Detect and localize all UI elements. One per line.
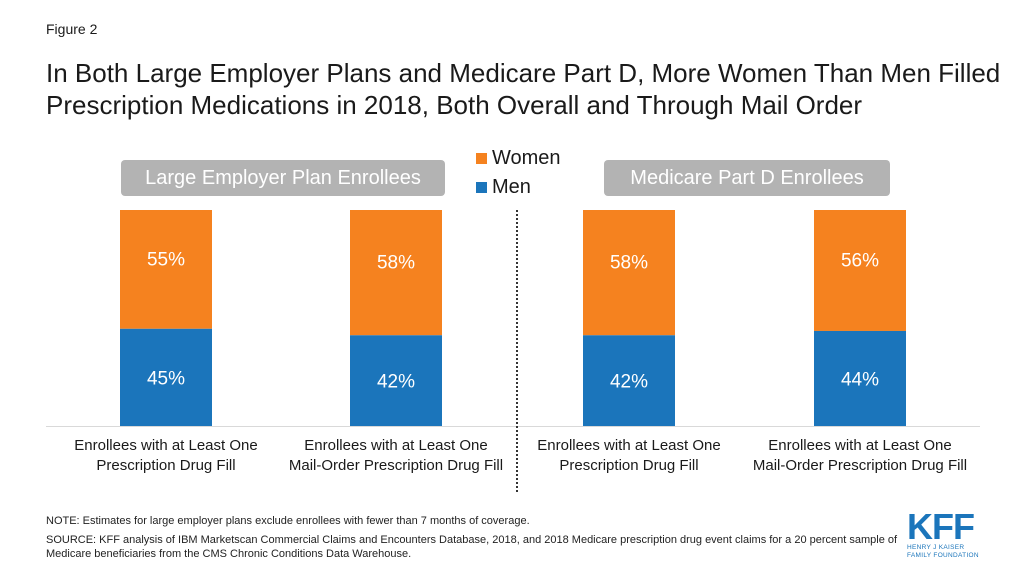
bar-men-1 xyxy=(120,328,212,426)
legend-swatch-women xyxy=(476,153,487,164)
data-label-men-2: 42% xyxy=(377,372,415,393)
figure-label: Figure 2 xyxy=(46,21,98,37)
category-label-3: Enrollees with at Least One Prescription… xyxy=(537,437,721,474)
group-label-medicare: Medicare Part D Enrollees xyxy=(604,160,890,196)
legend-label-women: Women xyxy=(492,147,561,169)
bar-women-2 xyxy=(350,210,442,336)
legend-label-men: Men xyxy=(492,176,531,198)
bar-men-3 xyxy=(583,335,675,426)
data-label-women-2: 58% xyxy=(377,253,415,274)
logo-subtitle-2: FAMILY FOUNDATION xyxy=(907,552,979,559)
category-label-4: Enrollees with at Least One Mail-Order P… xyxy=(752,437,968,474)
source-text: SOURCE: KFF analysis of IBM Marketscan C… xyxy=(46,534,898,560)
bar-women-3 xyxy=(583,210,675,336)
category-label-2: Enrollees with at Least One Mail-Order P… xyxy=(288,437,504,474)
chart-title: In Both Large Employer Plans and Medicar… xyxy=(46,58,1001,120)
note-text: NOTE: Estimates for large employer plans… xyxy=(46,515,530,527)
bar-men-2 xyxy=(350,335,442,426)
bar-women-4 xyxy=(814,210,906,331)
group-label-large-employer: Large Employer Plan Enrollees xyxy=(121,160,445,196)
legend-item-men: Men xyxy=(476,173,561,202)
legend-item-women: Women xyxy=(476,144,561,173)
bar-women-1 xyxy=(120,210,212,329)
data-label-men-3: 42% xyxy=(610,372,648,393)
data-label-women-3: 58% xyxy=(610,253,648,274)
logo-mark: KFF xyxy=(907,506,975,547)
bar-men-4 xyxy=(814,330,906,426)
category-label-1: Enrollees with at Least One Prescription… xyxy=(74,437,258,474)
logo-subtitle-1: HENRY J KAISER xyxy=(907,544,965,551)
kff-logo: KFF HENRY J KAISER FAMILY FOUNDATION xyxy=(907,506,997,560)
data-label-men-1: 45% xyxy=(147,368,185,389)
data-label-women-4: 56% xyxy=(841,250,879,271)
legend-swatch-men xyxy=(476,182,487,193)
x-axis-line xyxy=(46,426,980,427)
data-label-women-1: 55% xyxy=(147,249,185,270)
footnote: NOTE: Estimates for large employer plans… xyxy=(46,514,906,566)
legend: Women Men xyxy=(476,144,561,202)
data-label-men-4: 44% xyxy=(841,369,879,390)
group-divider xyxy=(516,210,518,492)
